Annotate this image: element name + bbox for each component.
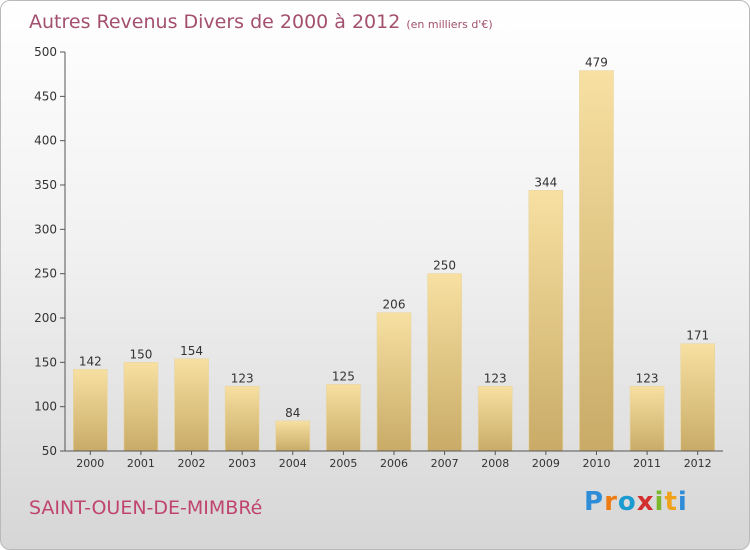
- bar-2004: [275, 420, 311, 452]
- x-tick-label-2000: 2000: [76, 457, 104, 470]
- data-label-2011: 123: [636, 371, 659, 385]
- x-tick-label-2012: 2012: [684, 457, 712, 470]
- bar-2011: [629, 385, 665, 452]
- y-tick-label-400: 400: [34, 134, 57, 148]
- y-tick-label-50: 50: [42, 444, 57, 458]
- bar-2007: [427, 273, 462, 452]
- x-tick-label-2004: 2004: [279, 457, 307, 470]
- logo-letter: i: [654, 487, 665, 517]
- data-label-2009: 344: [534, 175, 557, 189]
- x-tick-label-2001: 2001: [127, 457, 155, 470]
- bar-2001: [123, 362, 159, 452]
- x-tick-label-2005: 2005: [329, 457, 357, 470]
- commune-name: SAINT-OUEN-DE-MIMBRé: [29, 497, 263, 519]
- logo-letter: o: [617, 487, 637, 517]
- y-tick-label-250: 250: [34, 267, 57, 281]
- bar-2000: [73, 369, 108, 452]
- logo-letter: t: [664, 487, 678, 517]
- bar-2009: [528, 190, 564, 452]
- logo-letter: i: [677, 487, 688, 517]
- bar-2010: [579, 70, 614, 452]
- data-label-2010: 479: [585, 56, 608, 70]
- bar-2008: [477, 385, 513, 452]
- data-label-2006: 206: [383, 298, 406, 312]
- data-label-2005: 125: [332, 370, 355, 384]
- unit-subtitle: (en milliers d'€): [406, 18, 493, 31]
- y-tick-label-200: 200: [34, 311, 57, 325]
- x-tick-label-2008: 2008: [481, 457, 509, 470]
- x-tick-label-2002: 2002: [178, 457, 206, 470]
- x-tick-label-2011: 2011: [633, 457, 661, 470]
- bar-2012: [680, 343, 715, 452]
- logo-letter: r: [604, 487, 618, 517]
- chart-title: Autres Revenus Divers de 2000 à 2012 (en …: [29, 11, 493, 33]
- title-text: Autres Revenus Divers de 2000 à 2012: [29, 11, 401, 33]
- bar-2003: [224, 385, 260, 452]
- proxiti-logo: Proxiti: [584, 487, 688, 517]
- bar-2005: [326, 384, 361, 452]
- x-tick-label-2010: 2010: [582, 457, 610, 470]
- logo-letter: x: [636, 487, 655, 517]
- y-tick-label-100: 100: [34, 400, 57, 414]
- y-tick-label-150: 150: [34, 355, 57, 369]
- logo-letter: P: [584, 487, 605, 517]
- data-label-2002: 154: [180, 344, 203, 358]
- x-tick-label-2006: 2006: [380, 457, 408, 470]
- y-tick-label-300: 300: [34, 222, 57, 236]
- data-label-2008: 123: [484, 371, 507, 385]
- data-label-2007: 250: [433, 259, 456, 273]
- data-label-2004: 84: [285, 406, 300, 420]
- y-tick-label-500: 500: [34, 45, 57, 59]
- bar-2002: [174, 358, 209, 452]
- bars-layer: 142 150 154 123 84 125 206 250 123 344 479 123 171: [73, 56, 715, 452]
- data-label-2003: 123: [231, 371, 254, 385]
- x-tick-label-2009: 2009: [532, 457, 560, 470]
- x-tick-label-2003: 2003: [228, 457, 256, 470]
- axes-layer: 2000 2001 2002 2003 2004 2005 2006 2007 2008 2009…: [34, 45, 723, 470]
- x-tick-label-2007: 2007: [431, 457, 459, 470]
- y-tick-label-350: 350: [34, 178, 57, 192]
- data-label-2000: 142: [79, 354, 102, 368]
- data-label-2012: 171: [686, 329, 709, 343]
- bar-2006: [376, 312, 412, 452]
- data-label-2001: 150: [129, 347, 152, 361]
- y-tick-label-450: 450: [34, 89, 57, 103]
